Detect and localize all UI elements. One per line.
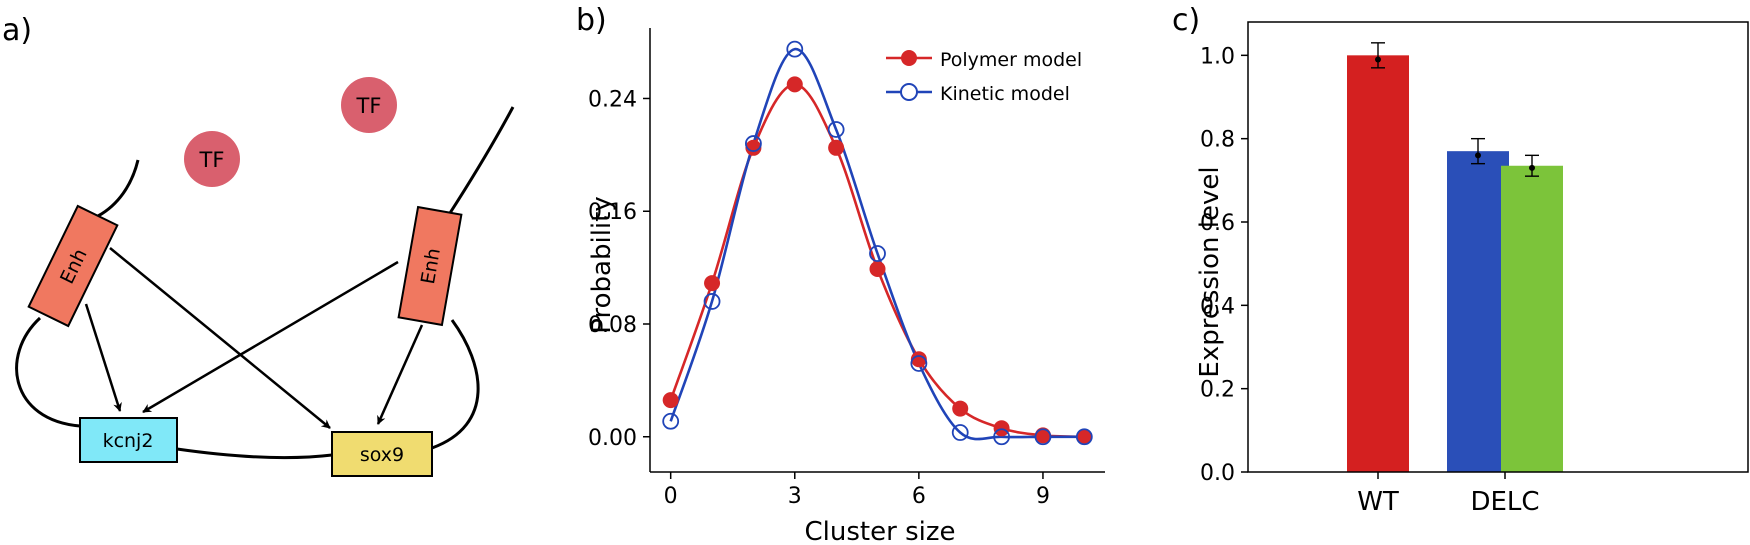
panel-a-diagram: a) TF TF Enh Enh kcnj2 sox9: [2, 13, 515, 477]
chromatin-fiber-right-loop: [431, 319, 480, 450]
tf-circle-2: [341, 77, 397, 133]
enhancer-left: Enh: [27, 204, 119, 328]
panel-b-x-axis-label: Cluster size: [805, 517, 956, 545]
tf-label-1: TF: [199, 148, 225, 172]
panel-a-label: a): [2, 13, 32, 48]
mean-point: [1529, 164, 1535, 171]
panel-c-axes: 0.0 0.2 0.4 0.6 0.8 1.0 WT DELC: [1200, 21, 1749, 517]
panel-c-x-tick-label: WT: [1357, 487, 1399, 517]
panel-c-y-tick-label: 1.0: [1200, 44, 1235, 69]
panel-b-y-tick-label: 0.00: [588, 426, 637, 451]
panel-c-y-axis-label: Expression level: [1195, 166, 1225, 377]
mean-point: [1375, 56, 1381, 63]
panel-c-frame: [1247, 21, 1749, 473]
legend-polymer-label: Polymer model: [940, 49, 1082, 71]
gene-sox9-box: [331, 431, 433, 477]
panel-b-y-axis-label: Probability: [587, 196, 617, 333]
chromatin-fiber-left-loop: [15, 316, 81, 428]
kinetic-point: [786, 40, 804, 58]
polymer-point: [910, 351, 927, 368]
panel-b-x-tick-label: 3: [788, 484, 802, 509]
panel-b-x-tick-label: 6: [912, 484, 926, 509]
polymer-point: [786, 76, 803, 93]
polymer-point: [952, 400, 969, 417]
arrow-enh-right-to-sox9: [376, 324, 424, 425]
tf-circle-1: [184, 131, 240, 187]
gene-kcnj2-box: [79, 417, 178, 463]
bar-delc-2: [1501, 165, 1563, 472]
panel-b-y-tick-label: 0.08: [588, 313, 637, 338]
polymer-point: [869, 261, 886, 278]
panel-c-label: c): [1172, 3, 1200, 38]
panel-b-y-tick-label: 0.16: [588, 200, 637, 225]
kinetic-point: [993, 428, 1010, 446]
kinetic-point: [910, 355, 928, 372]
kinetic-point: [951, 424, 969, 441]
panel-b-axes: 0 3 6 9 0.00 0.08 0.16 0.24: [588, 28, 1105, 509]
mean-point: [1475, 152, 1481, 159]
gene-sox9-label: sox9: [360, 444, 404, 466]
arrow-enh-right-to-kcnj2: [142, 260, 399, 414]
panel-c-y-tick-label: 0.8: [1200, 128, 1235, 153]
panel-b-curves: [669, 47, 1085, 441]
enhancer-left-box: [27, 204, 119, 328]
tf-label-2: TF: [356, 94, 382, 118]
panel-c-x-tick-label: DELC: [1470, 487, 1539, 517]
arrow-enh-left-to-sox9: [109, 247, 331, 429]
panel-c-y-tick-label: 0.6: [1200, 211, 1235, 236]
panel-b-label: b): [576, 3, 607, 38]
bar-wt-0: [1347, 55, 1409, 472]
panel-c-y-tick-label: 0.2: [1200, 378, 1235, 403]
panel-c-bar-chart: c) 0.0 0.2 0.4 0.6 0.8 1.0 WT DELC Expression l…: [1172, 3, 1749, 517]
polymer-point: [1076, 428, 1093, 445]
kinetic-point: [662, 412, 680, 430]
polymer-point: [993, 420, 1010, 437]
arrow-enh-left-to-kcnj2: [84, 303, 122, 412]
gene-kcnj2-label: kcnj2: [103, 430, 154, 452]
kinetic-point: [703, 293, 721, 310]
polymer-point: [662, 392, 679, 409]
polymer-point: [828, 139, 845, 156]
legend-kinetic-label: Kinetic model: [940, 83, 1070, 105]
panel-b-x-tick-label: 0: [664, 484, 678, 509]
enhancer-right-box: [397, 205, 463, 327]
panel-c-bars: [1347, 42, 1563, 472]
panel-c-y-tick-label: 0.4: [1200, 294, 1235, 319]
panel-c-y-tick-label: 0.0: [1200, 461, 1235, 486]
polymer-point: [745, 139, 762, 156]
kinetic-point: [1034, 428, 1052, 446]
chromatin-fiber-right: [448, 106, 515, 214]
legend-polymer-marker: [901, 50, 917, 66]
kinetic-point: [745, 135, 762, 152]
legend-kinetic-marker: [900, 83, 918, 101]
kinetic-point: [1075, 428, 1093, 446]
polymer-point: [704, 275, 721, 292]
chromatin-fiber-middle: [176, 447, 333, 460]
kinetic-point: [827, 121, 845, 138]
panel-b-points: [662, 40, 1093, 446]
panel-b-y-tick-label: 0.24: [588, 87, 637, 112]
series-line-kinetic-model: [669, 47, 1085, 441]
bar-delc-1: [1447, 151, 1509, 472]
panel-b-x-tick-label: 9: [1036, 484, 1050, 509]
kinetic-point: [869, 245, 886, 262]
panel-b-legend: Polymer model Kinetic model: [886, 49, 1082, 105]
enhancer-right: Enh: [397, 205, 463, 327]
chromatin-fiber-left: [97, 159, 140, 218]
panel-b-line-chart: b) 0 3 6 9 0.00 0.08 0.16 0.24 Cluster size Pro…: [576, 3, 1105, 545]
